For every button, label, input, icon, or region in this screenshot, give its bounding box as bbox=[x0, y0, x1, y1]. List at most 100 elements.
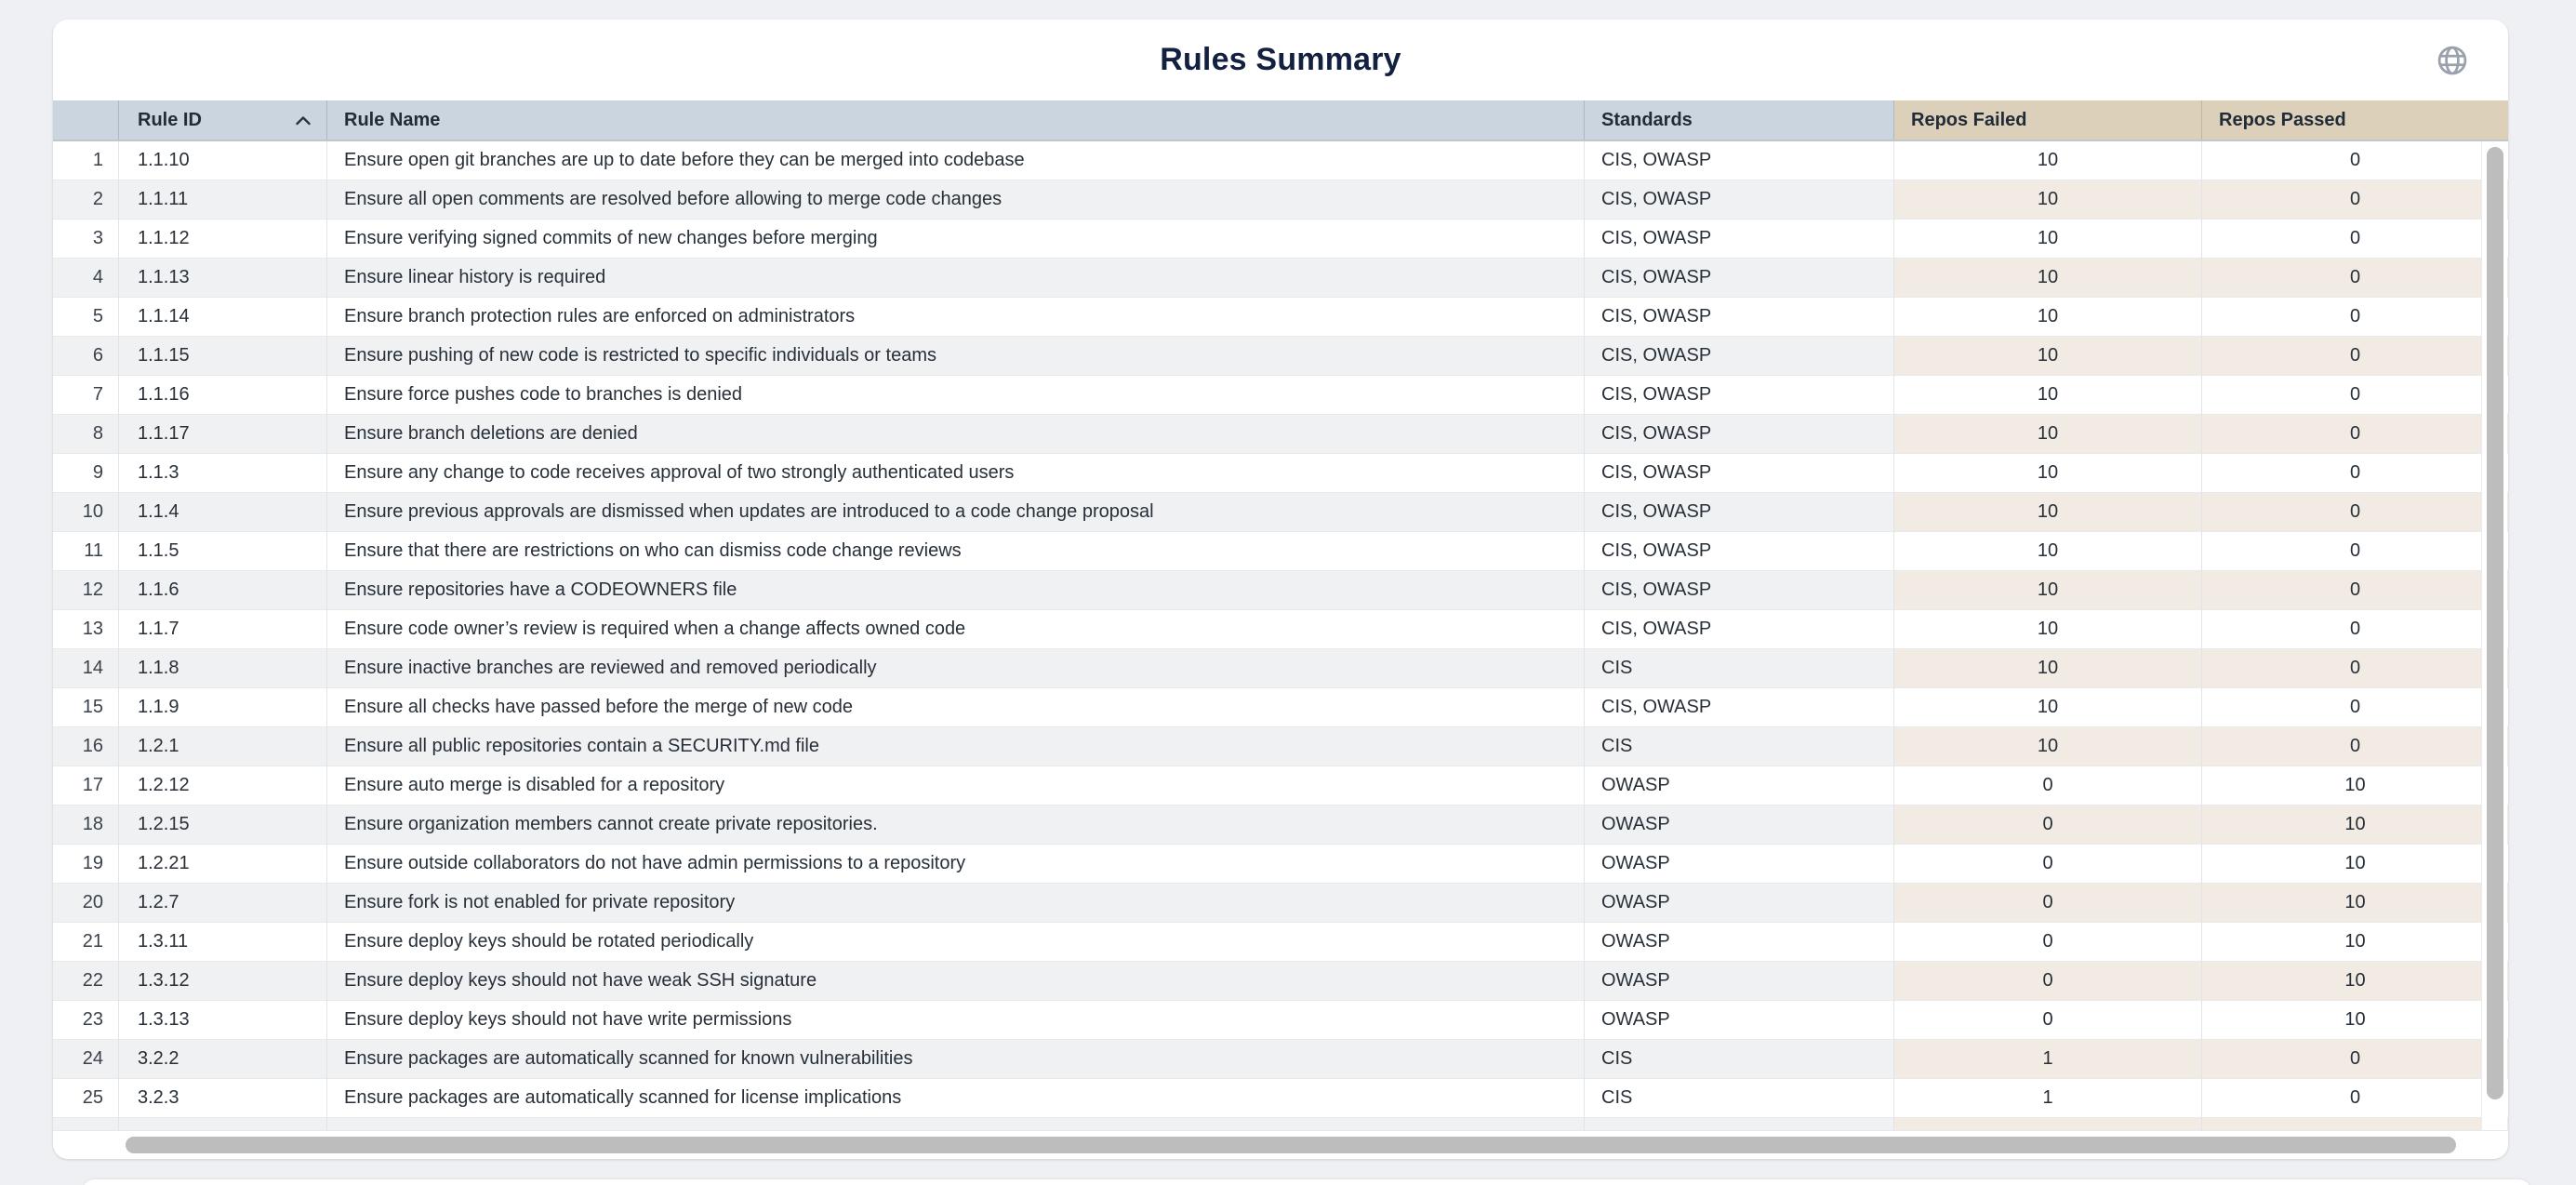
cell-passed: 10 bbox=[2202, 806, 2508, 845]
cell-name: Ensure packages are automatically scanne… bbox=[327, 1040, 1585, 1079]
table-row[interactable]: 17 1.2.12 Ensure auto merge is disabled fo… bbox=[53, 766, 2508, 806]
cell-passed: 0 bbox=[2202, 180, 2508, 220]
cell-name: Ensure linear history is required bbox=[327, 259, 1585, 298]
cell-standards bbox=[1585, 1118, 1894, 1130]
cell-standards: CIS, OWASP bbox=[1585, 180, 1894, 220]
cell-failed: 1 bbox=[1894, 1040, 2202, 1079]
cell-row-number: 17 bbox=[53, 766, 119, 806]
cell-failed bbox=[1894, 1118, 2202, 1130]
table-row[interactable]: 12 1.1.6 Ensure repositories have a CODEOW… bbox=[53, 571, 2508, 610]
table-row[interactable]: 21 1.3.11 Ensure deploy keys should be rot… bbox=[53, 923, 2508, 962]
column-header-label: Repos Failed bbox=[1911, 109, 2027, 130]
cell-id: 1.2.7 bbox=[119, 884, 327, 923]
cell-id: 1.1.7 bbox=[119, 610, 327, 649]
table-row[interactable]: 4 1.1.13 Ensure linear history is required… bbox=[53, 259, 2508, 298]
table-row[interactable]: 8 1.1.17 Ensure branch deletions are denie… bbox=[53, 415, 2508, 454]
cell-id: 1.1.6 bbox=[119, 571, 327, 610]
cell-name: Ensure branch protection rules are enfor… bbox=[327, 298, 1585, 337]
column-header-row-number[interactable] bbox=[53, 100, 119, 140]
column-header-passed[interactable]: Repos Passed bbox=[2202, 100, 2508, 140]
cell-standards: OWASP bbox=[1585, 806, 1894, 845]
table-row[interactable]: 23 1.3.13 Ensure deploy keys should not ha… bbox=[53, 1001, 2508, 1040]
table-row[interactable]: 15 1.1.9 Ensure all checks have passed bef… bbox=[53, 688, 2508, 727]
table-row[interactable] bbox=[53, 1118, 2508, 1130]
cell-id: 1.1.15 bbox=[119, 337, 327, 376]
horizontal-scrollbar-thumb[interactable] bbox=[126, 1137, 2456, 1153]
cell-row-number: 10 bbox=[53, 493, 119, 532]
cell-failed: 10 bbox=[1894, 337, 2202, 376]
card-header: Rules Summary bbox=[53, 20, 2508, 100]
language-button[interactable] bbox=[2434, 42, 2471, 79]
column-header-failed[interactable]: Repos Failed bbox=[1894, 100, 2202, 140]
cell-name: Ensure code owner’s review is required w… bbox=[327, 610, 1585, 649]
table-row[interactable]: 22 1.3.12 Ensure deploy keys should not ha… bbox=[53, 962, 2508, 1001]
cell-failed: 0 bbox=[1894, 845, 2202, 884]
cell-row-number: 19 bbox=[53, 845, 119, 884]
table-row[interactable]: 18 1.2.15 Ensure organization members cann… bbox=[53, 806, 2508, 845]
column-header-standards[interactable]: Standards bbox=[1585, 100, 1894, 140]
column-header-name[interactable]: Rule Name bbox=[327, 100, 1585, 140]
cell-row-number: 2 bbox=[53, 180, 119, 220]
cell-standards: OWASP bbox=[1585, 923, 1894, 962]
cell-id: 1.1.9 bbox=[119, 688, 327, 727]
table-row[interactable]: 14 1.1.8 Ensure inactive branches are revi… bbox=[53, 649, 2508, 688]
cell-row-number: 16 bbox=[53, 727, 119, 766]
cell-name: Ensure repositories have a CODEOWNERS fi… bbox=[327, 571, 1585, 610]
cell-passed: 0 bbox=[2202, 571, 2508, 610]
cell-name: Ensure pushing of new code is restricted… bbox=[327, 337, 1585, 376]
horizontal-scrollbar[interactable] bbox=[53, 1130, 2508, 1159]
cell-passed: 10 bbox=[2202, 766, 2508, 806]
table-row[interactable]: 19 1.2.21 Ensure outside collaborators do … bbox=[53, 845, 2508, 884]
table-row[interactable]: 13 1.1.7 Ensure code owner’s review is req… bbox=[53, 610, 2508, 649]
cell-standards: CIS, OWASP bbox=[1585, 454, 1894, 493]
cell-failed: 0 bbox=[1894, 766, 2202, 806]
table-row[interactable]: 20 1.2.7 Ensure fork is not enabled for pr… bbox=[53, 884, 2508, 923]
cell-passed: 0 bbox=[2202, 532, 2508, 571]
vertical-scrollbar[interactable] bbox=[2481, 141, 2507, 1130]
cell-failed: 10 bbox=[1894, 180, 2202, 220]
table-row[interactable]: 3 1.1.12 Ensure verifying signed commits o… bbox=[53, 220, 2508, 259]
cell-failed: 0 bbox=[1894, 923, 2202, 962]
next-card-sliver bbox=[82, 1179, 2531, 1185]
cell-passed: 0 bbox=[2202, 337, 2508, 376]
cell-passed: 0 bbox=[2202, 259, 2508, 298]
cell-standards: CIS, OWASP bbox=[1585, 298, 1894, 337]
cell-standards: CIS, OWASP bbox=[1585, 493, 1894, 532]
table-row[interactable]: 1 1.1.10 Ensure open git branches are up t… bbox=[53, 141, 2508, 180]
table-row[interactable]: 16 1.2.1 Ensure all public repositories co… bbox=[53, 727, 2508, 766]
cell-name: Ensure packages are automatically scanne… bbox=[327, 1079, 1585, 1118]
cell-passed: 0 bbox=[2202, 141, 2508, 180]
table-row[interactable]: 24 3.2.2 Ensure packages are automatically… bbox=[53, 1040, 2508, 1079]
table-row[interactable]: 2 1.1.11 Ensure all open comments are reso… bbox=[53, 180, 2508, 220]
table-row[interactable]: 10 1.1.4 Ensure previous approvals are dis… bbox=[53, 493, 2508, 532]
cell-passed: 10 bbox=[2202, 884, 2508, 923]
vertical-scrollbar-thumb[interactable] bbox=[2487, 147, 2503, 1099]
cell-row-number: 14 bbox=[53, 649, 119, 688]
cell-standards: OWASP bbox=[1585, 962, 1894, 1001]
cell-passed: 0 bbox=[2202, 454, 2508, 493]
cell-passed: 0 bbox=[2202, 493, 2508, 532]
cell-failed: 0 bbox=[1894, 962, 2202, 1001]
cell-id: 1.1.16 bbox=[119, 376, 327, 415]
table-row[interactable]: 7 1.1.16 Ensure force pushes code to branc… bbox=[53, 376, 2508, 415]
column-header-id[interactable]: Rule ID bbox=[119, 100, 327, 140]
cell-name: Ensure previous approvals are dismissed … bbox=[327, 493, 1585, 532]
table-row[interactable]: 25 3.2.3 Ensure packages are automatically… bbox=[53, 1079, 2508, 1118]
cell-failed: 10 bbox=[1894, 376, 2202, 415]
cell-passed: 0 bbox=[2202, 376, 2508, 415]
table-row[interactable]: 5 1.1.14 Ensure branch protection rules ar… bbox=[53, 298, 2508, 337]
cell-failed: 10 bbox=[1894, 259, 2202, 298]
cell-row-number: 3 bbox=[53, 220, 119, 259]
cell-failed: 1 bbox=[1894, 1079, 2202, 1118]
column-header-label: Standards bbox=[1601, 109, 1693, 130]
cell-passed: 0 bbox=[2202, 1040, 2508, 1079]
cell-name: Ensure branch deletions are denied bbox=[327, 415, 1585, 454]
table-row[interactable]: 9 1.1.3 Ensure any change to code receives… bbox=[53, 454, 2508, 493]
cell-name: Ensure auto merge is disabled for a repo… bbox=[327, 766, 1585, 806]
table-row[interactable]: 11 1.1.5 Ensure that there are restriction… bbox=[53, 532, 2508, 571]
cell-standards: OWASP bbox=[1585, 766, 1894, 806]
cell-passed: 0 bbox=[2202, 220, 2508, 259]
cell-passed: 0 bbox=[2202, 1079, 2508, 1118]
table-row[interactable]: 6 1.1.15 Ensure pushing of new code is res… bbox=[53, 337, 2508, 376]
cell-standards: CIS, OWASP bbox=[1585, 688, 1894, 727]
